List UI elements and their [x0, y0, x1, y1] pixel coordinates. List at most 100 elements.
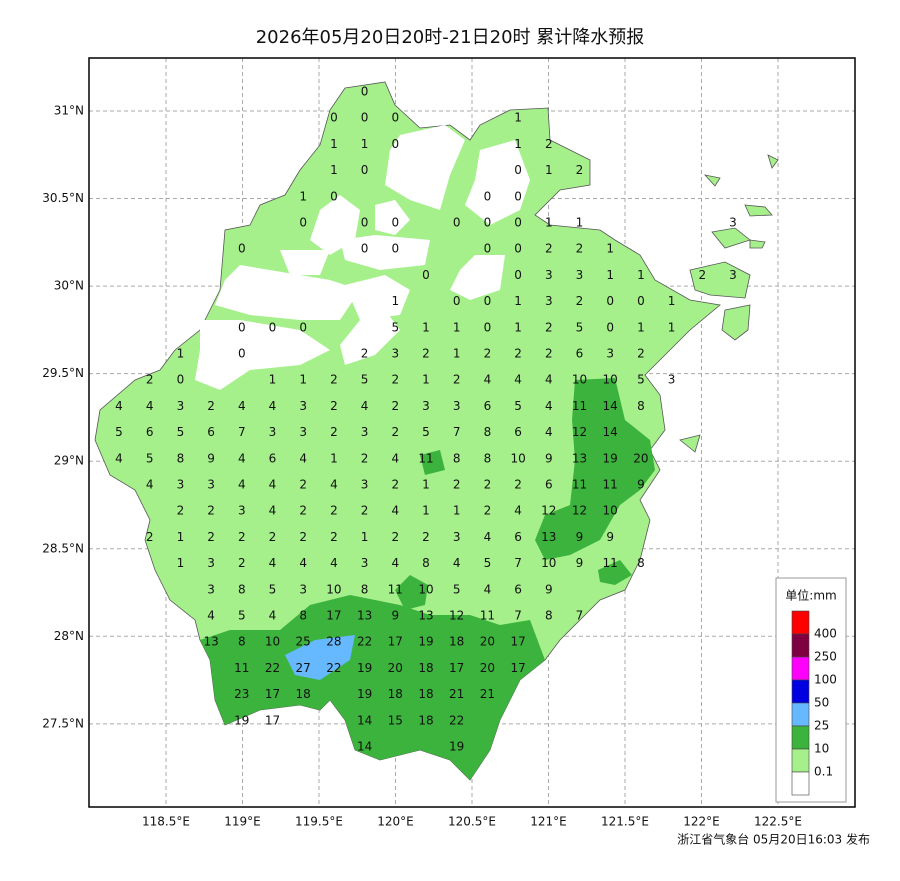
station-value: 0 — [453, 294, 461, 308]
station-value: 4 — [545, 425, 553, 439]
station-value: 0 — [484, 294, 492, 308]
station-value: 9 — [576, 556, 584, 570]
islands — [679, 154, 779, 453]
station-value: 10 — [572, 373, 587, 387]
station-value: 11 — [388, 582, 403, 596]
station-value: 1 — [299, 373, 307, 387]
station-value: 4 — [391, 556, 399, 570]
station-value: 22 — [326, 661, 341, 675]
y-tick-label: 30.5°N — [42, 191, 84, 205]
legend-label: 10 — [814, 742, 829, 756]
station-value: 4 — [146, 399, 154, 413]
station-value: 5 — [238, 609, 246, 623]
station-value: 17 — [510, 635, 525, 649]
legend-label: 0.1 — [814, 765, 833, 779]
station-value: 6 — [207, 425, 215, 439]
station-value: 1 — [269, 373, 277, 387]
station-value: 0 — [391, 216, 399, 230]
station-value: 2 — [361, 347, 369, 361]
station-value: 4 — [269, 556, 277, 570]
station-value: 1 — [422, 504, 430, 518]
station-value: 4 — [146, 478, 154, 492]
station-value: 5 — [146, 451, 154, 465]
station-value: 0 — [484, 242, 492, 256]
station-value: 5 — [361, 373, 369, 387]
station-value: 3 — [729, 268, 737, 282]
station-value: 8 — [637, 556, 645, 570]
station-value: 0 — [391, 111, 399, 125]
station-value: 8 — [484, 425, 492, 439]
map-title: 2026年05月20日20时-21日20时 累计降水预报 — [256, 27, 645, 48]
station-value: 0 — [238, 320, 246, 334]
station-value: 4 — [299, 451, 307, 465]
station-value: 10 — [541, 556, 556, 570]
station-value: 1 — [514, 137, 522, 151]
station-value: 2 — [330, 399, 338, 413]
station-value: 1 — [637, 268, 645, 282]
station-value: 0 — [177, 373, 185, 387]
station-value: 2 — [453, 373, 461, 387]
station-value: 8 — [484, 451, 492, 465]
station-value: 2 — [207, 530, 215, 544]
station-value: 3 — [299, 399, 307, 413]
station-value: 2 — [299, 530, 307, 544]
station-value: 11 — [234, 661, 249, 675]
station-value: 3 — [361, 425, 369, 439]
station-value: 17 — [265, 713, 280, 727]
station-value: 4 — [238, 451, 246, 465]
station-value: 4 — [361, 399, 369, 413]
station-value: 8 — [177, 451, 185, 465]
station-value: 3 — [545, 268, 553, 282]
x-tick-label: 118.5°E — [142, 815, 190, 829]
station-value: 20 — [633, 451, 648, 465]
legend-swatch — [791, 771, 810, 796]
station-value: 0 — [361, 163, 369, 177]
station-value: 2 — [576, 294, 584, 308]
station-value: 4 — [115, 451, 123, 465]
station-value: 1 — [422, 320, 430, 334]
station-value: 2 — [576, 242, 584, 256]
y-tick-label: 28.5°N — [42, 541, 84, 555]
station-value: 5 — [391, 320, 399, 334]
station-value: 3 — [576, 268, 584, 282]
legend-swatch — [791, 725, 810, 750]
station-value: 18 — [418, 713, 433, 727]
station-value: 22 — [357, 635, 372, 649]
station-value: 3 — [422, 399, 430, 413]
station-value: 12 — [572, 504, 587, 518]
station-value: 12 — [541, 504, 556, 518]
station-value: 6 — [514, 582, 522, 596]
station-value: 0 — [361, 111, 369, 125]
station-value: 7 — [514, 556, 522, 570]
station-value: 1 — [177, 347, 185, 361]
station-value: 18 — [388, 687, 403, 701]
station-value: 4 — [484, 582, 492, 596]
station-value: 11 — [603, 478, 618, 492]
station-value: 8 — [238, 635, 246, 649]
station-value: 11 — [572, 478, 587, 492]
station-value: 22 — [265, 661, 280, 675]
station-value: 0 — [514, 189, 522, 203]
station-value: 1 — [514, 320, 522, 334]
station-value: 3 — [299, 582, 307, 596]
station-value: 17 — [388, 635, 403, 649]
station-value: 7 — [576, 609, 584, 623]
station-value: 5 — [115, 425, 123, 439]
station-value: 3 — [668, 373, 676, 387]
station-value: 8 — [545, 609, 553, 623]
station-value: 4 — [484, 373, 492, 387]
station-value: 2 — [146, 530, 154, 544]
station-value: 2 — [484, 478, 492, 492]
station-value: 4 — [514, 373, 522, 387]
station-value: 3 — [177, 399, 185, 413]
station-value: 18 — [418, 661, 433, 675]
station-value: 4 — [484, 530, 492, 544]
station-value: 17 — [510, 661, 525, 675]
station-value: 1 — [361, 530, 369, 544]
station-value: 14 — [603, 425, 618, 439]
x-tick-label: 121°E — [530, 815, 567, 829]
station-value: 4 — [269, 399, 277, 413]
station-value: 13 — [541, 530, 556, 544]
x-tick-label: 121.5°E — [601, 815, 649, 829]
station-value: 0 — [514, 163, 522, 177]
